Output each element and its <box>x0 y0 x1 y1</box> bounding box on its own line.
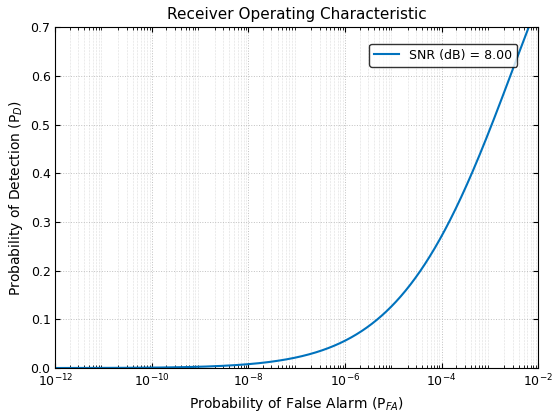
SNR (dB) = 8.00 <box>237 362 244 368</box>
Line: SNR (dB) = 8.00: SNR (dB) = 8.00 <box>55 3 538 368</box>
SNR (dB) = 8.00 <box>473 160 480 165</box>
SNR (dB) = 8.00 <box>525 25 532 30</box>
SNR (dB) = 8.00 <box>136 365 142 370</box>
SNR (dB) = 8.00 <box>52 365 59 370</box>
Y-axis label: Probability of Detection (P$_D$): Probability of Detection (P$_D$) <box>7 100 25 296</box>
SNR (dB) = 8.00 <box>107 365 114 370</box>
Title: Receiver Operating Characteristic: Receiver Operating Characteristic <box>167 7 427 22</box>
SNR (dB) = 8.00 <box>258 360 265 365</box>
SNR (dB) = 8.00 <box>535 1 542 6</box>
Legend: SNR (dB) = 8.00: SNR (dB) = 8.00 <box>369 44 517 67</box>
X-axis label: Probability of False Alarm (P$_{FA}$): Probability of False Alarm (P$_{FA}$) <box>189 395 404 413</box>
